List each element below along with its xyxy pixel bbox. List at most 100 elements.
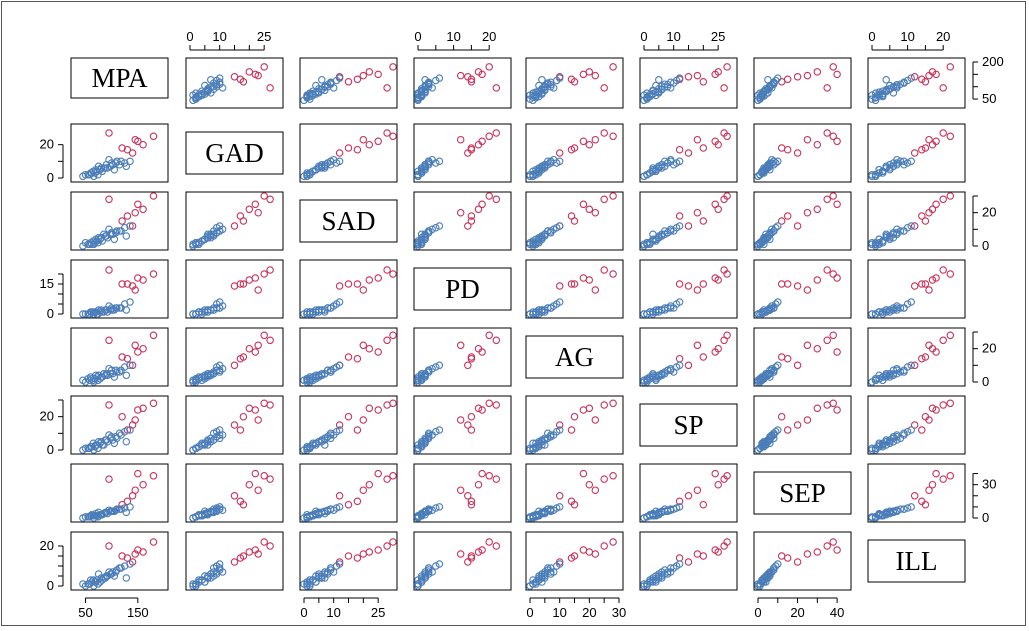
data-point	[666, 157, 675, 166]
data-point	[921, 217, 930, 225]
tick-label: 20	[40, 409, 54, 424]
data-point	[131, 486, 139, 494]
data-point	[675, 497, 684, 506]
tick-label: 0	[300, 605, 307, 620]
data-point	[813, 404, 822, 413]
data-point	[90, 172, 98, 181]
data-point	[105, 542, 113, 550]
data-point	[875, 374, 883, 383]
data-point	[699, 353, 708, 361]
data-point	[760, 87, 768, 95]
data-point	[918, 145, 926, 154]
data-point	[793, 222, 802, 230]
data-point	[122, 232, 131, 240]
data-point	[643, 310, 651, 318]
data-point	[529, 444, 537, 453]
data-point	[684, 558, 693, 566]
data-point	[591, 416, 600, 424]
tick-label: 10	[552, 605, 566, 620]
data-point	[893, 155, 901, 164]
data-point	[925, 286, 933, 294]
data-point	[882, 437, 890, 446]
diagonal-label-box-mpa	[70, 57, 169, 99]
data-point	[793, 282, 802, 290]
variable-label-pd: PD	[445, 274, 480, 304]
tick-label: 40	[830, 605, 844, 620]
panel-sad-vs-sp	[639, 191, 738, 251]
data-point	[823, 266, 831, 274]
data-point	[456, 486, 465, 494]
data-point	[492, 336, 501, 345]
data-point	[149, 192, 158, 200]
data-point	[383, 475, 391, 483]
data-point	[871, 238, 880, 247]
data-point	[764, 574, 772, 582]
data-point	[585, 68, 594, 76]
data-point	[131, 208, 139, 217]
data-point	[359, 341, 368, 350]
data-point	[85, 513, 94, 521]
data-point	[684, 492, 693, 500]
data-point	[303, 310, 311, 318]
data-point	[547, 157, 555, 166]
data-point	[105, 266, 113, 274]
variable-label-sp: SP	[673, 410, 703, 440]
data-point	[435, 560, 444, 568]
data-point	[907, 222, 915, 230]
panel-ill-vs-sp	[639, 531, 738, 591]
data-point	[754, 310, 762, 318]
tick-label: 25	[711, 29, 725, 44]
data-point	[777, 78, 786, 86]
data-point	[538, 508, 546, 517]
data-point	[94, 162, 103, 171]
data-point	[464, 492, 472, 500]
data-point	[723, 331, 731, 340]
data-point	[600, 84, 608, 92]
data-point	[925, 486, 933, 494]
data-point	[907, 298, 915, 306]
data-point	[803, 416, 812, 424]
panel-sp-vs-ag	[525, 395, 624, 455]
data-point	[666, 304, 675, 312]
data-point	[609, 132, 617, 141]
data-point	[260, 538, 268, 546]
data-point	[98, 237, 106, 245]
data-point	[94, 376, 102, 385]
data-point	[928, 276, 937, 284]
data-point	[829, 192, 837, 200]
data-point	[335, 74, 344, 82]
data-point	[435, 157, 444, 166]
panel-gad-vs-ill	[867, 123, 966, 183]
data-point	[555, 282, 564, 290]
data-point	[215, 227, 224, 235]
data-point	[123, 212, 132, 220]
data-point	[365, 480, 374, 489]
data-point	[932, 274, 940, 282]
data-point	[882, 85, 890, 94]
data-point	[192, 444, 200, 453]
tick-label: 20	[482, 29, 496, 44]
tick-label: 0	[414, 29, 421, 44]
data-point	[432, 223, 440, 232]
data-point	[207, 232, 215, 240]
data-point	[424, 568, 433, 576]
data-point	[266, 266, 274, 274]
data-point	[684, 222, 693, 230]
data-point	[359, 416, 368, 424]
panel-ag-vs-sp	[639, 327, 738, 387]
panel-ill-vs-sep	[753, 531, 852, 591]
data-point	[567, 280, 576, 288]
data-point	[591, 208, 600, 217]
data-point	[118, 412, 126, 421]
data-point	[868, 91, 876, 99]
data-point	[245, 205, 254, 214]
data-point	[538, 306, 546, 314]
data-point	[609, 192, 617, 200]
data-point	[886, 308, 894, 316]
data-point	[774, 361, 782, 370]
data-point	[770, 431, 778, 439]
data-point	[939, 401, 947, 409]
tick-label: 0	[47, 306, 54, 321]
data-point	[829, 63, 837, 71]
data-point	[467, 217, 476, 225]
